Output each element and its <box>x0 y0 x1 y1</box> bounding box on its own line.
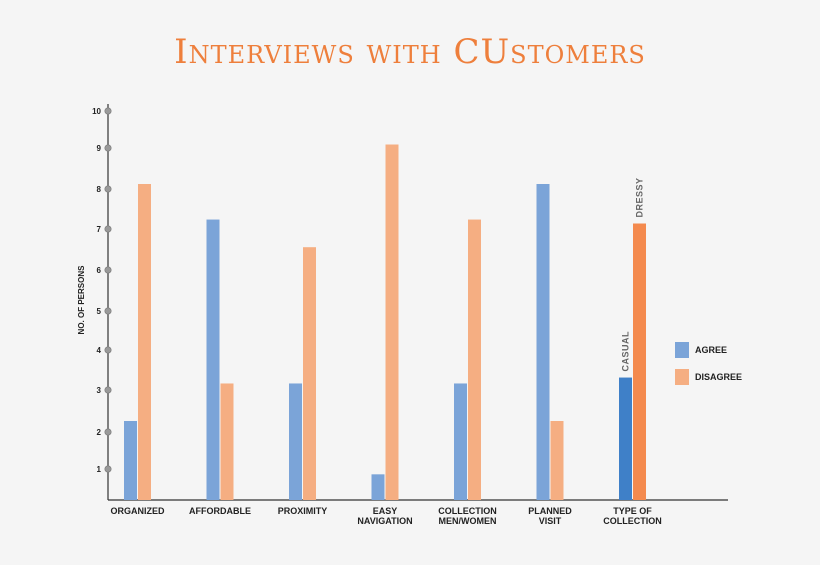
bar-agree <box>289 383 302 500</box>
y-tick-label: 8 <box>97 185 102 194</box>
y-tick-label: 1 <box>97 465 102 474</box>
y-tick-label: 5 <box>97 307 102 316</box>
bar-agree <box>536 184 550 500</box>
bar-annotation: CASUAL <box>621 331 631 372</box>
x-category-label: EASY <box>373 506 398 516</box>
y-tick-marker <box>104 307 112 315</box>
y-tick-marker <box>104 386 112 394</box>
y-tick-label: 10 <box>92 107 101 116</box>
y-tick-marker <box>104 185 112 193</box>
y-tick-label: 3 <box>97 386 102 395</box>
bar-agree <box>454 383 467 500</box>
y-axis-label: NO. OF PERSONS <box>77 265 86 335</box>
bar-annotation: DRESSY <box>635 177 645 217</box>
x-category-label: ORGANIZED <box>111 506 166 516</box>
x-category-label: PLANNED <box>528 506 572 516</box>
y-tick-marker <box>104 428 112 436</box>
y-tick-marker <box>104 266 112 274</box>
bar-agree <box>124 421 137 500</box>
y-tick-label: 9 <box>97 144 102 153</box>
bar-agree <box>619 377 632 500</box>
y-tick-marker <box>104 107 112 115</box>
y-tick-marker <box>104 465 112 473</box>
x-category-label: TYPE OF <box>613 506 652 516</box>
bar-agree <box>206 219 220 501</box>
x-category-label: COLLECTION <box>603 516 662 526</box>
legend-swatch <box>675 369 689 385</box>
bar-disagree <box>138 184 151 500</box>
x-category-label: VISIT <box>539 516 562 526</box>
legend-swatch <box>675 342 689 358</box>
y-tick-label: 2 <box>97 428 102 437</box>
x-category-label: PROXIMITY <box>278 506 328 516</box>
bar-disagree <box>550 421 564 500</box>
legend-label: DISAGREE <box>695 372 742 382</box>
x-category-label: MEN/WOMEN <box>439 516 497 526</box>
y-tick-marker <box>104 144 112 152</box>
bar-agree <box>371 474 385 500</box>
y-tick-label: 4 <box>97 346 102 355</box>
x-category-label: NAVIGATION <box>357 516 412 526</box>
x-category-label: AFFORDABLE <box>189 506 251 516</box>
x-category-label: COLLECTION <box>438 506 497 516</box>
bar-disagree <box>468 219 481 501</box>
bar-disagree <box>633 223 646 500</box>
y-tick-label: 6 <box>97 266 102 275</box>
bar-disagree <box>385 144 399 500</box>
y-tick-label: 7 <box>97 225 102 234</box>
y-tick-marker <box>104 225 112 233</box>
chart-title: Interviews with CUstomers <box>174 32 646 72</box>
bar-disagree <box>220 383 234 500</box>
bar-disagree <box>303 247 316 500</box>
y-tick-marker <box>104 346 112 354</box>
legend-label: AGREE <box>695 345 727 355</box>
